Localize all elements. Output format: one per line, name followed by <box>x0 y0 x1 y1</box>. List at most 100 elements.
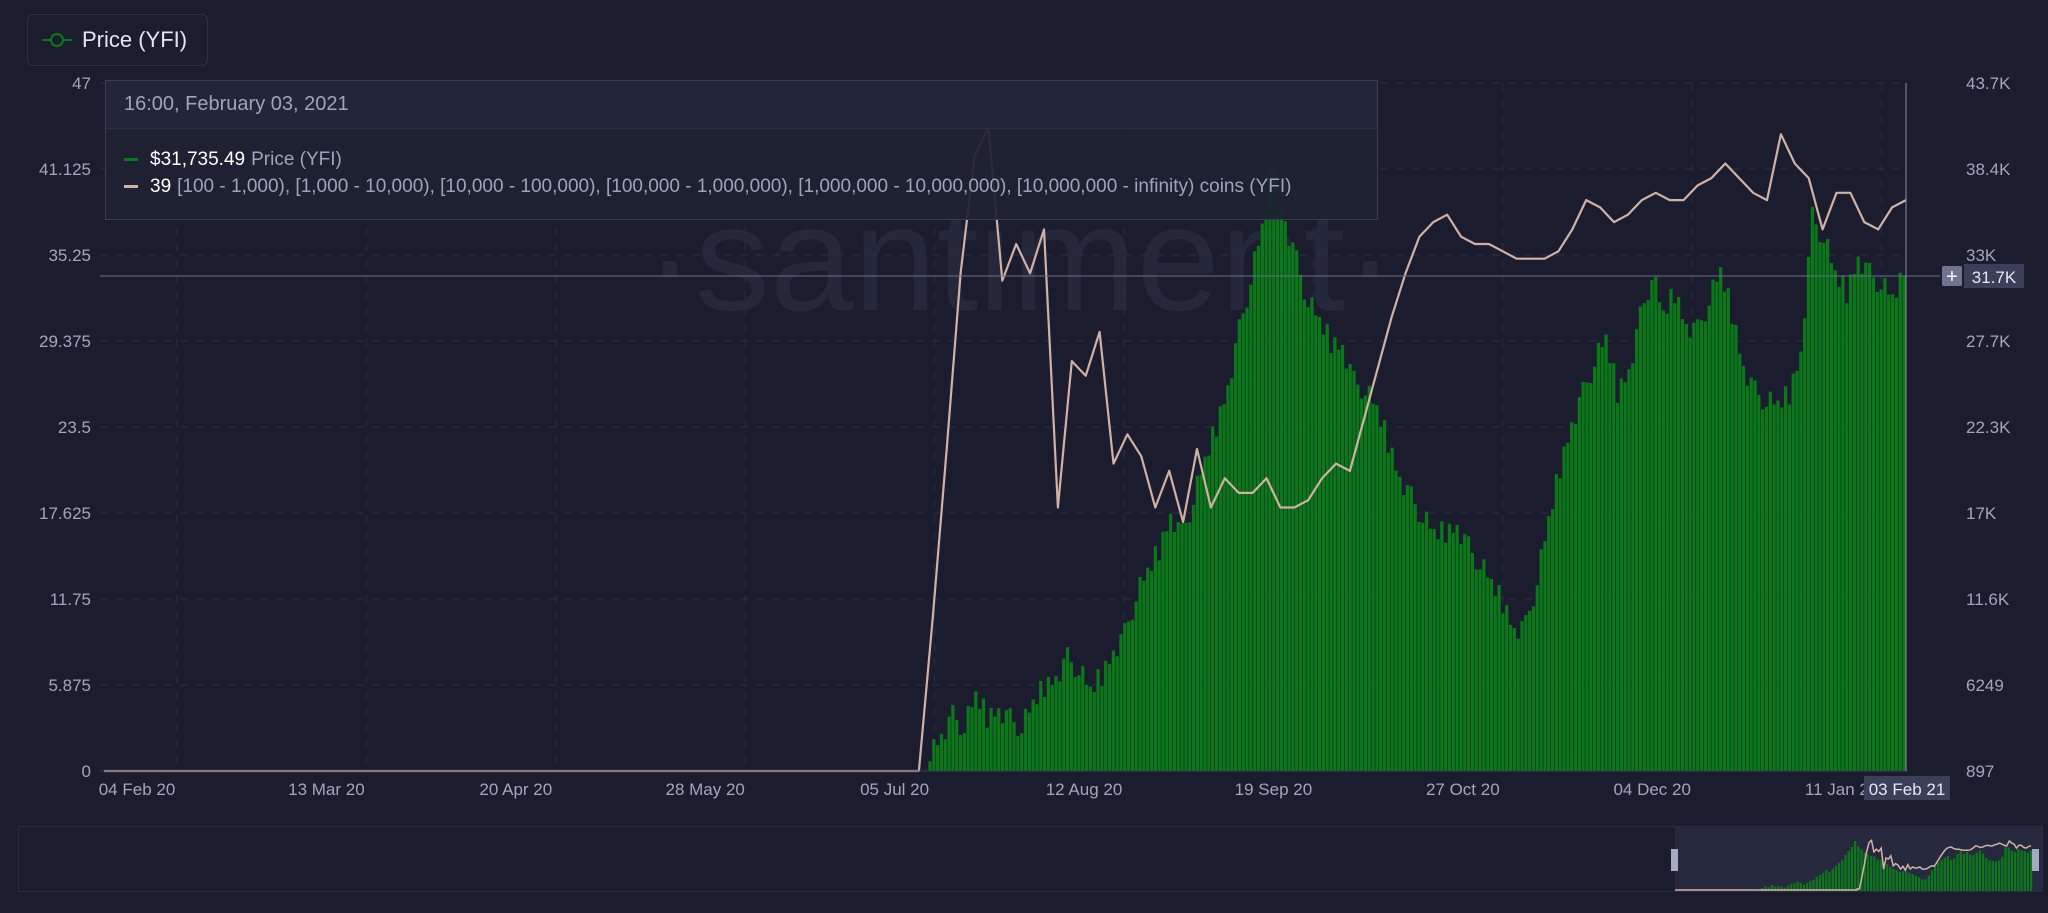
bar <box>1585 382 1589 771</box>
bar <box>1050 684 1054 771</box>
bar <box>1787 404 1792 771</box>
bar <box>1539 549 1543 771</box>
y-tick-right: 27.7K <box>1966 332 2011 351</box>
bar <box>1253 251 1257 771</box>
bar <box>1123 623 1127 771</box>
bar <box>1218 406 1222 771</box>
bar <box>1665 313 1669 771</box>
nav-bar <box>1802 884 1805 891</box>
bar <box>1508 624 1513 771</box>
nav-bar <box>1946 855 1949 891</box>
nav-bar <box>1876 859 1879 891</box>
bar <box>1528 610 1532 771</box>
bar <box>1677 297 1681 771</box>
bar <box>1803 318 1807 771</box>
bar <box>1741 365 1746 771</box>
bar <box>1604 334 1608 771</box>
nav-bar <box>1959 850 1962 891</box>
bar <box>1444 542 1448 771</box>
nav-bar <box>2023 851 2026 891</box>
bar <box>1207 455 1211 771</box>
nav-bar <box>1921 879 1924 891</box>
crosshair-y-label-bg <box>1964 264 2024 288</box>
bar <box>1826 238 1830 771</box>
bar <box>1673 303 1677 771</box>
y-tick-left: 47 <box>72 74 91 93</box>
bar <box>1142 580 1146 771</box>
bar <box>981 698 986 771</box>
y-tick-left: 5.875 <box>48 676 91 695</box>
bar <box>1745 385 1749 771</box>
nav-bar <box>1767 887 1770 891</box>
navigator-handle-left[interactable] <box>1671 849 1678 871</box>
bar <box>1119 634 1123 771</box>
nav-bar <box>1809 881 1812 891</box>
bar <box>1772 404 1776 771</box>
bar <box>1302 299 1306 771</box>
bar <box>1230 378 1234 771</box>
y-tick-left: 0 <box>82 762 91 781</box>
bar <box>970 707 974 771</box>
bar <box>1130 619 1135 771</box>
bar <box>1375 405 1379 771</box>
bar <box>1256 245 1261 772</box>
bar <box>1841 275 1845 771</box>
bar <box>1711 279 1715 771</box>
bar <box>1558 478 1562 771</box>
legend-price-yfi[interactable]: Price (YFI) <box>27 14 209 66</box>
bar <box>1871 277 1876 771</box>
nav-bar <box>1866 854 1869 891</box>
bar <box>1894 297 1898 771</box>
bar <box>1650 279 1654 771</box>
nav-bar <box>1799 882 1802 891</box>
nav-bar <box>2026 852 2029 891</box>
bar <box>1233 343 1238 771</box>
nav-bar <box>1898 871 1901 891</box>
bar <box>1593 366 1597 771</box>
bar <box>1726 288 1730 771</box>
bar <box>1642 303 1646 771</box>
x-tick: 27 Oct 20 <box>1426 780 1500 799</box>
bar <box>1042 697 1047 771</box>
bar <box>1764 406 1769 771</box>
bar <box>1753 380 1757 771</box>
y-tick-right: 38.4K <box>1966 160 2011 179</box>
range-navigator[interactable] <box>18 826 2043 892</box>
coins-color-mark <box>124 185 138 189</box>
y-tick-left: 23.5 <box>58 418 91 437</box>
bar <box>1195 475 1199 771</box>
bar <box>1466 536 1471 771</box>
bar <box>1020 733 1024 771</box>
nav-bar <box>1806 883 1809 891</box>
y-tick-left: 17.625 <box>39 504 91 523</box>
bar <box>1073 677 1077 771</box>
bar <box>962 733 966 771</box>
bar <box>1684 324 1688 771</box>
bar <box>1417 521 1421 771</box>
bar <box>1864 262 1868 771</box>
bar <box>1818 242 1822 771</box>
bar <box>1016 736 1020 771</box>
bar <box>1039 680 1043 771</box>
navigator-handle-right[interactable] <box>2032 849 2039 871</box>
tooltip-price-value: $31,735.49 <box>150 149 246 170</box>
bar <box>1176 522 1180 771</box>
bar <box>1455 525 1459 771</box>
nav-bar <box>1850 846 1853 891</box>
bar <box>1451 532 1455 771</box>
nav-bar <box>1914 875 1917 891</box>
bar <box>1222 404 1226 771</box>
x-tick: 20 Apr 20 <box>479 780 552 799</box>
bar <box>1165 531 1169 771</box>
bar <box>1486 577 1490 771</box>
nav-bar <box>1815 876 1818 891</box>
bar <box>1237 319 1241 771</box>
bar <box>1088 686 1093 771</box>
nav-bar <box>1844 855 1847 891</box>
bar <box>1474 569 1478 771</box>
bar <box>1493 596 1497 771</box>
bar <box>1100 685 1104 771</box>
crosshair-plus-button[interactable] <box>1942 266 1962 286</box>
x-tick: 11 Jan 21 <box>1805 780 1878 799</box>
bar <box>1795 370 1799 771</box>
